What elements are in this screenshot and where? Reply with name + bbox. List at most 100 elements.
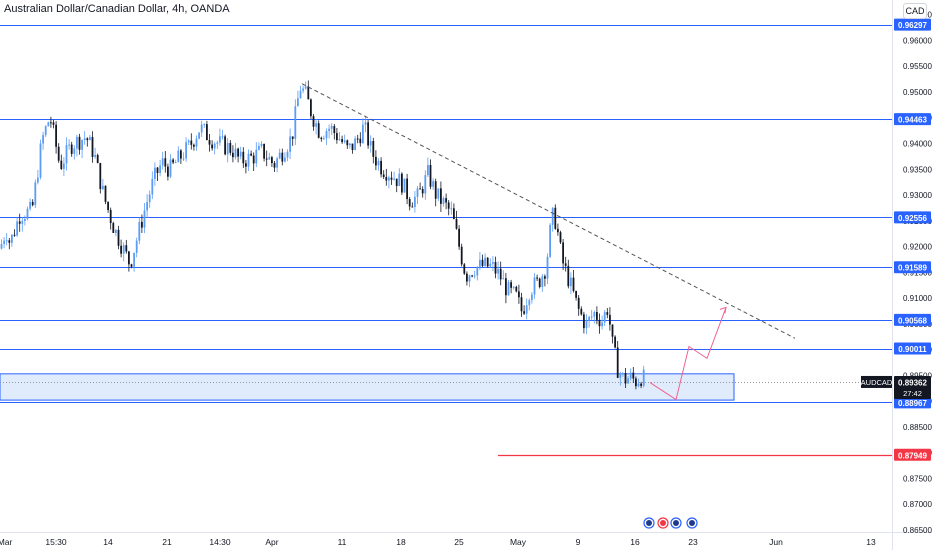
candle-body [333, 126, 336, 134]
candle-body [250, 153, 252, 156]
candle-body [268, 157, 271, 160]
candle-body [31, 201, 34, 206]
candle-body [637, 383, 640, 387]
candle-body [297, 98, 299, 107]
candle-body [385, 176, 388, 181]
candle-body [614, 336, 616, 348]
candle-body [403, 178, 406, 193]
candle-body [180, 150, 182, 159]
candle-body [593, 312, 596, 317]
au-flag-event-dot [673, 520, 679, 526]
candle-body [440, 188, 442, 204]
x-tick-label: 18 [396, 537, 406, 547]
candle-body [317, 123, 320, 138]
candle-body [169, 159, 172, 177]
candle-body [143, 210, 146, 228]
candle-body [471, 275, 473, 277]
candle-body [187, 140, 190, 143]
candle-body [463, 264, 466, 274]
candle-body [546, 256, 549, 279]
candle-body [94, 154, 96, 157]
candle-body [234, 148, 237, 158]
candle-body [229, 142, 232, 153]
candle-body [276, 158, 278, 168]
stop-price-tag [894, 448, 931, 461]
candle-body [429, 164, 432, 187]
candle-body [635, 378, 637, 387]
candle-body [208, 140, 211, 145]
x-tick-label: Jun [769, 537, 783, 547]
level-price-tag [894, 396, 931, 409]
candle-body [416, 188, 419, 197]
candle-body [128, 251, 130, 265]
candle-body [497, 268, 499, 274]
candle-body [598, 319, 601, 327]
candle-body [302, 88, 304, 91]
y-tick-label: 0.87500 [903, 474, 932, 483]
x-tick-label: 23 [688, 537, 698, 547]
candle-body [39, 143, 42, 178]
candle-body [278, 152, 281, 159]
candle-body [232, 152, 234, 158]
x-tick-label: Mar [0, 537, 12, 547]
candle-body [52, 122, 55, 125]
candle-body [284, 157, 286, 162]
candle-body [304, 86, 307, 89]
candle-body [323, 138, 325, 140]
candle-body [523, 311, 525, 314]
candle-body [629, 372, 632, 379]
candle-body [473, 275, 476, 277]
candle-body [541, 276, 544, 288]
candle-body [86, 138, 89, 141]
candle-body [632, 372, 635, 379]
candle-body [16, 221, 18, 236]
candle-body [445, 198, 447, 203]
candle-body [174, 162, 177, 164]
candle-body [354, 138, 356, 151]
candle-body [525, 305, 528, 314]
candle-body [156, 167, 159, 174]
y-tick-label: 0.87000 [903, 500, 932, 509]
candle-body [0, 244, 3, 249]
candle-body [536, 277, 538, 279]
candle-body [499, 268, 502, 280]
candle-body [458, 228, 460, 247]
candle-body [320, 137, 323, 139]
candles-layer [0, 80, 645, 390]
candle-body [44, 126, 47, 136]
candle-body [447, 202, 450, 209]
candle-body [112, 223, 115, 233]
candle-body [481, 259, 484, 266]
countdown-text: 27:42 [903, 389, 922, 398]
candle-body [549, 224, 551, 257]
candle-body [68, 144, 70, 146]
x-tick-label: 21 [162, 537, 172, 547]
candle-body [390, 177, 393, 180]
candle-body [138, 221, 141, 241]
candle-body [133, 252, 135, 267]
candle-body [424, 175, 427, 194]
candle-body [177, 150, 180, 163]
candle-body [596, 312, 598, 320]
candle-body [564, 263, 567, 266]
candle-body [182, 158, 185, 160]
candle-body [141, 221, 143, 228]
level-price-tag [894, 18, 931, 31]
candle-body [167, 166, 169, 177]
current-price-tag [894, 375, 931, 399]
au-flag-event-dot [646, 520, 652, 526]
candle-body [198, 132, 200, 139]
candle-body [70, 144, 73, 154]
candle-body [510, 282, 512, 288]
current-price-text: 0.89362 [898, 378, 927, 387]
candle-body [551, 207, 554, 225]
candle-body [411, 206, 414, 208]
level-price-tag [894, 113, 931, 126]
candle-body [421, 188, 424, 194]
candle-body [42, 135, 44, 144]
y-tick-label: 0.89500 [903, 371, 932, 380]
candle-body [512, 286, 515, 288]
candle-body [453, 208, 455, 220]
currency-button[interactable]: CAD [903, 3, 927, 19]
